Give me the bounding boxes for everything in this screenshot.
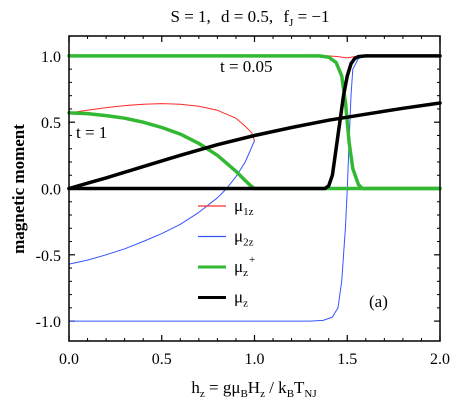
x-tick-label: 2.0 (430, 351, 450, 368)
plot-frame (68, 35, 441, 342)
axis-ticks: 0.0 0.5 1.0 1.5 2.0 -1.0 -0.5 0.0 0.5 1.0 (36, 36, 450, 368)
x-tick-label: 1.5 (337, 351, 357, 368)
y-axis-label: magnetic moment (9, 124, 28, 254)
x-axis-label: hz = gμBHz / kBTNJ (191, 378, 317, 400)
data-series (67, 54, 442, 322)
y-tick-label: -0.5 (36, 248, 61, 265)
series-line (68, 103, 255, 142)
legend-entry: μ1z (234, 196, 254, 218)
legend-entry: μ2z (234, 227, 254, 249)
annotation-t-low: t = 0.05 (220, 57, 273, 76)
panel-label: (a) (369, 292, 388, 311)
x-tick-label: 0.5 (152, 351, 172, 368)
series-line (68, 140, 255, 265)
legend-entry: μz+ (234, 254, 255, 279)
series-line (67, 101, 442, 191)
legend: μ1z μ2z μz+ μz (198, 196, 255, 310)
series-line (67, 54, 442, 191)
series-line (67, 111, 442, 191)
x-tick-label: 1.0 (245, 351, 265, 368)
y-tick-label: -1.0 (36, 314, 61, 331)
x-tick-label: 0.0 (59, 351, 79, 368)
y-tick-label: 0.5 (41, 115, 61, 132)
y-tick-label: 1.0 (41, 49, 61, 66)
chart-title: S = 1, d = 0.5, fJ = −1 (170, 7, 329, 29)
legend-entry: μz (234, 288, 248, 310)
series-line (68, 55, 441, 322)
annotation-t-high: t = 1 (76, 123, 107, 142)
y-tick-label: 0.0 (41, 182, 61, 199)
